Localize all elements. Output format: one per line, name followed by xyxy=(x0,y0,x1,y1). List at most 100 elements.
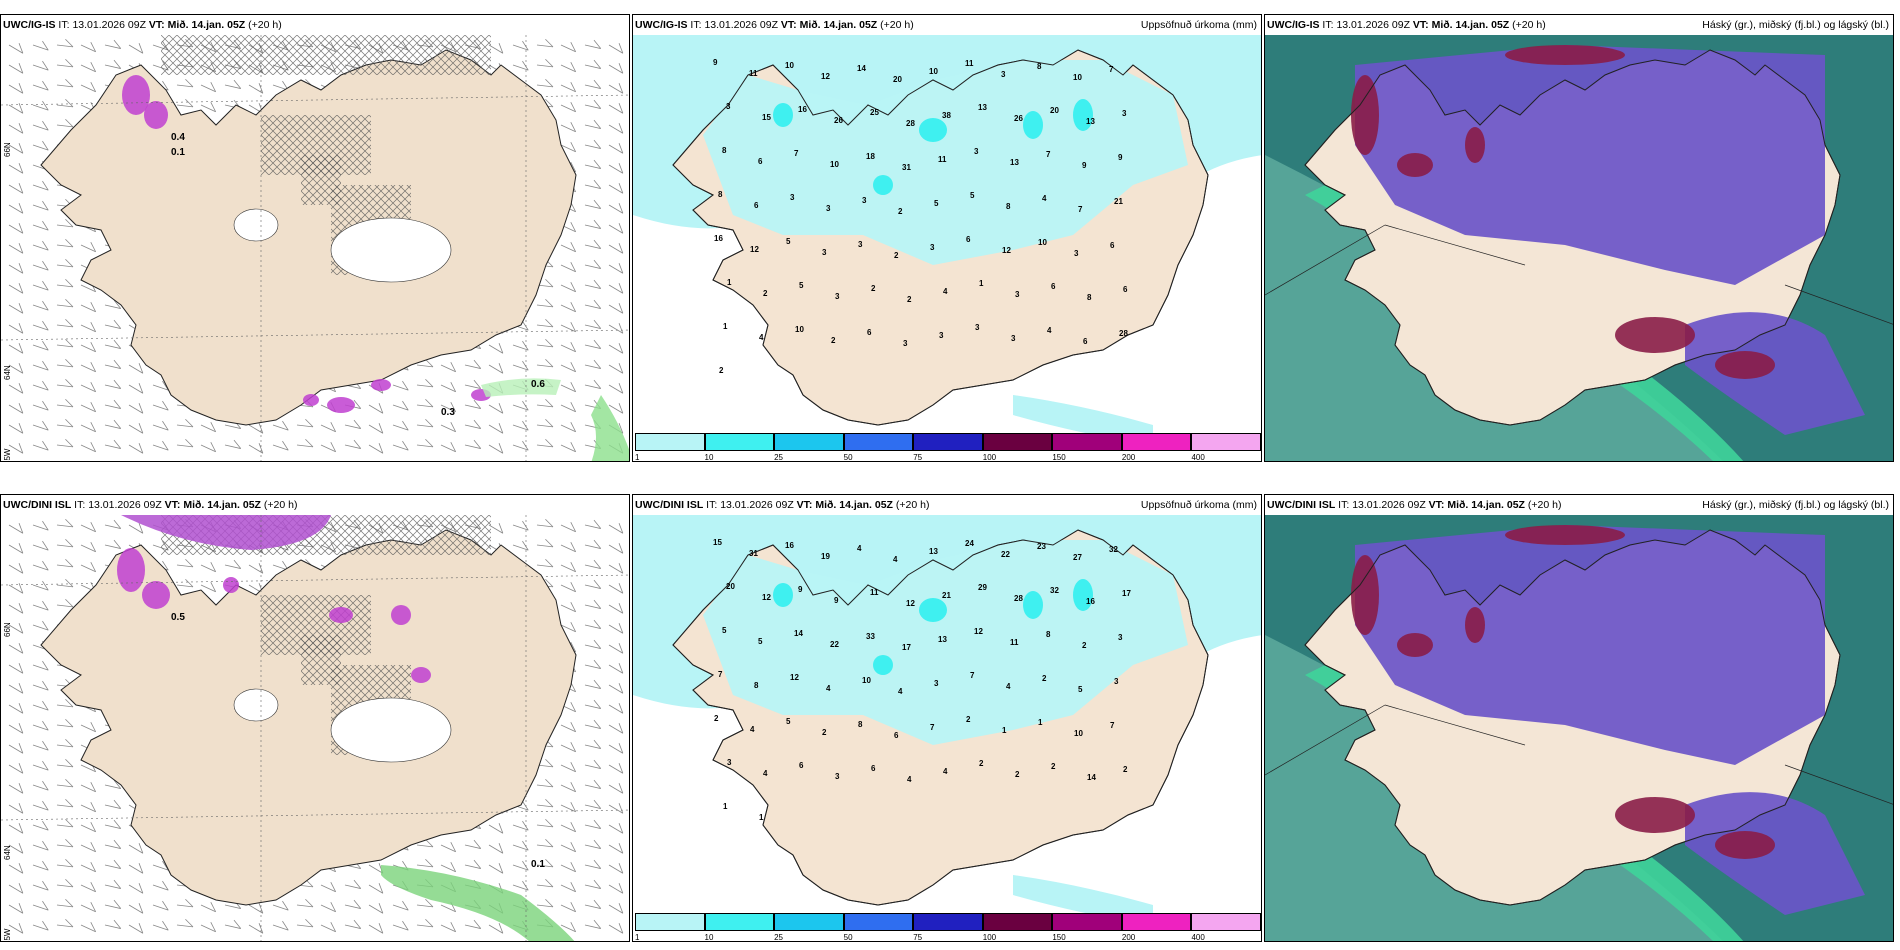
precip-area xyxy=(1013,395,1153,445)
precip-value: 3 xyxy=(974,147,979,156)
colorbar-swatch xyxy=(774,433,844,451)
cloud-map-panel-igis: UWC/IG-IS IT: 13.01.2026 09Z VT: Mið. 14… xyxy=(1264,14,1894,462)
precip-value: 2 xyxy=(719,366,724,375)
precip-value: 3 xyxy=(822,248,827,257)
precip-value: 29 xyxy=(978,583,987,592)
precip-value: 3 xyxy=(930,243,935,252)
precip-spot xyxy=(223,577,239,593)
precip-value: 7 xyxy=(794,149,799,158)
precip-value: 8 xyxy=(722,146,727,155)
precip-value: 2 xyxy=(831,336,836,345)
colorbar-swatch xyxy=(704,433,775,451)
precip-value: 10 xyxy=(830,160,839,169)
precip-value: 12 xyxy=(1002,246,1011,255)
precip-value: 3 xyxy=(1122,109,1127,118)
precip-value: 26 xyxy=(1014,114,1023,123)
no-data-area xyxy=(233,688,279,722)
precip-value: 1 xyxy=(1038,718,1043,727)
precip-band xyxy=(591,395,629,461)
cloud-map xyxy=(1265,515,1893,941)
precip-value: 13 xyxy=(1010,158,1019,167)
precip-value: 3 xyxy=(1074,249,1079,258)
panel-right-title: Háský (gr.), miðský (fj.bl.) og lágský (… xyxy=(1702,499,1889,511)
precip-value: 9 xyxy=(1118,153,1123,162)
precip-value: 21 xyxy=(1114,197,1123,206)
precip-value: 19 xyxy=(821,552,830,561)
precip-value: 4 xyxy=(750,725,755,734)
land-iceland xyxy=(40,529,577,906)
precip-value: 1 xyxy=(979,279,984,288)
precip-value: 2 xyxy=(979,759,984,768)
precip-value: 11 xyxy=(965,59,974,68)
precip-value: 8 xyxy=(1087,293,1092,302)
colorbar-swatch xyxy=(982,913,1053,931)
precip-value: 11 xyxy=(938,155,947,164)
precip-value: 7 xyxy=(930,723,935,732)
panel-right-title: Háský (gr.), miðský (fj.bl.) og lágský (… xyxy=(1702,19,1889,31)
high-cloud xyxy=(1465,607,1485,643)
precip-spot xyxy=(117,548,145,592)
precip-value: 9 xyxy=(834,596,839,605)
precip-value: 3 xyxy=(1011,334,1016,343)
low-cloud xyxy=(1355,525,1825,765)
colorbar-swatch xyxy=(913,433,983,451)
panel-header: UWC/DINI ISL IT: 13.01.2026 09Z VT: Mið.… xyxy=(3,499,298,511)
precip-spot xyxy=(773,583,793,607)
precip-value: 20 xyxy=(893,75,902,84)
panel-header: UWC/DINI ISL IT: 13.01.2026 09Z VT: Mið.… xyxy=(635,499,1257,511)
precip-value: 3 xyxy=(858,240,863,249)
lon-label: 25W xyxy=(3,448,12,462)
precip-spot xyxy=(1023,591,1043,619)
precip-value: 4 xyxy=(759,333,764,342)
colorbar-tick: 75 xyxy=(913,453,923,462)
precip-value: 4 xyxy=(1006,682,1011,691)
precip-spot xyxy=(371,379,391,391)
precip-value: 6 xyxy=(1123,285,1128,294)
precip-spot xyxy=(122,75,150,115)
colorbar-tick: 25 xyxy=(774,933,784,942)
precip-value: 7 xyxy=(718,670,723,679)
precip-map-svg: 9111012142010113810731516262528381326201… xyxy=(633,35,1261,461)
precip-value: 16 xyxy=(714,234,723,243)
no-data-area xyxy=(330,217,452,283)
graticule xyxy=(1,515,629,941)
colorbar-tick: 10 xyxy=(704,453,714,462)
precip-band xyxy=(481,378,561,397)
colorbar-tick: 50 xyxy=(843,933,853,942)
panel-header: UWC/DINI ISL IT: 13.01.2026 09Z VT: Mið.… xyxy=(1267,499,1889,511)
precip-value: 8 xyxy=(1046,630,1051,639)
precip-value: 10 xyxy=(862,676,871,685)
colorbar-tick: 25 xyxy=(774,453,784,462)
precip-spot xyxy=(1073,99,1093,131)
precip-value: 23 xyxy=(1037,542,1046,551)
precip-value: 6 xyxy=(1110,241,1115,250)
precip-value: 20 xyxy=(1050,106,1059,115)
precip-map-panel-igis: UWC/IG-IS IT: 13.01.2026 09Z VT: Mið. 14… xyxy=(632,14,1262,462)
precip-value: 4 xyxy=(1047,326,1052,335)
precip-value: 13 xyxy=(978,103,987,112)
precip-value: 20 xyxy=(726,582,735,591)
precip-spot xyxy=(391,605,411,625)
colorbar-swatch xyxy=(704,913,775,931)
precip-value: 2 xyxy=(1082,641,1087,650)
precip-value: 10 xyxy=(795,325,804,334)
precip-value: 7 xyxy=(1110,721,1115,730)
precip-value: 9 xyxy=(1082,161,1087,170)
cloud-map-svg xyxy=(1265,515,1893,941)
precip-value: 10 xyxy=(1038,238,1047,247)
precip-area xyxy=(1013,875,1153,925)
precip-value: 28 xyxy=(1014,594,1023,603)
precip-value: 22 xyxy=(1001,550,1010,559)
colorbar-swatch xyxy=(635,913,705,931)
precip-value: 2 xyxy=(894,251,899,260)
precip-value: 2 xyxy=(1042,674,1047,683)
wind-map: 0.50.120W15W66N64N25W xyxy=(1,515,629,942)
lat-label: 64N xyxy=(3,845,12,860)
precip-value: 8 xyxy=(1037,62,1042,71)
precip-value: 12 xyxy=(750,245,759,254)
precip-value: 15 xyxy=(713,538,722,547)
precip-value: 9 xyxy=(713,58,718,67)
precip-value: 3 xyxy=(826,204,831,213)
precip-value: 4 xyxy=(943,767,948,776)
lon-label: 25W xyxy=(3,928,12,942)
